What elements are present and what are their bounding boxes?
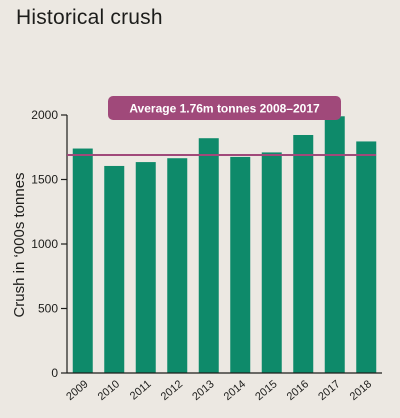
average-label-box (108, 96, 341, 120)
y-axis: 0 500 1000 1500 2000 (31, 108, 68, 380)
y-axis-label: Crush in ‘000s tonnes (11, 172, 28, 317)
average-label: Average 1.76m tonnes 2008–2017 (129, 102, 320, 116)
bars (72, 116, 377, 373)
average-reference: Average 1.76m tonnes 2008–2017 (67, 96, 376, 156)
bar-2015 (261, 152, 282, 373)
x-axis: 2009 2010 2011 2012 2013 2014 2015 2016 2017 2018 (64, 372, 382, 403)
bar-2009 (72, 148, 93, 373)
x-tick-label: 2013 (190, 378, 216, 403)
bar-2016 (293, 134, 314, 373)
y-tick-label: 500 (38, 302, 58, 316)
bar-2018 (356, 141, 377, 373)
x-tick-label: 2012 (159, 378, 185, 403)
y-tick-label: 2000 (31, 108, 58, 122)
bar-2011 (135, 162, 156, 373)
y-tick-label: 1000 (31, 237, 58, 251)
x-tick-label: 2018 (348, 378, 374, 403)
x-tick-label: 2009 (64, 378, 90, 403)
x-tick-label: 2011 (128, 378, 154, 402)
bar-2014 (230, 156, 251, 373)
x-tick-label: 2010 (96, 378, 122, 403)
x-tick-label: 2014 (222, 378, 248, 403)
bar-2012 (167, 158, 188, 373)
x-tick-label: 2017 (316, 378, 342, 403)
bar-2017 (324, 116, 345, 373)
bar-2013 (198, 138, 219, 373)
bar-2010 (104, 165, 125, 373)
x-tick-label: 2016 (285, 378, 311, 403)
y-tick-label: 1500 (31, 173, 58, 187)
chart-title: Historical crush (16, 6, 163, 29)
y-tick-label: 0 (51, 366, 58, 380)
x-tick-label: 2015 (253, 378, 279, 403)
